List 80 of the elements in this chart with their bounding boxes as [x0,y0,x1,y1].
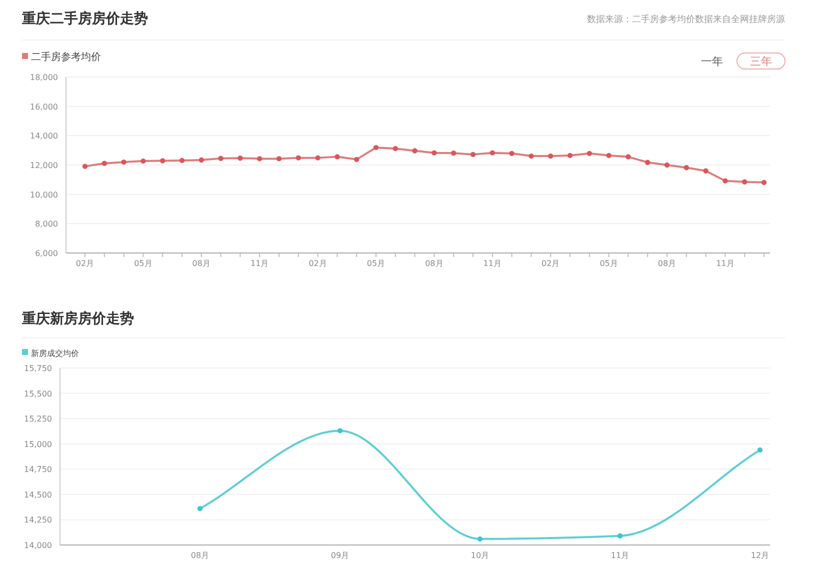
point [548,153,554,159]
point [684,165,689,170]
x-tick-label: 05月 [366,259,386,268]
source-note: 数据来源：二手房参考均价数据来自全网挂牌房源 [587,14,785,25]
point [373,144,379,150]
x-tick-label: 05月 [600,259,618,268]
y-tick-label: 15,250 [24,414,52,424]
point [528,153,534,159]
point [354,156,360,162]
x-tick-label: 02月 [76,259,94,268]
point [664,162,670,168]
y-tick-label: 14,000 [24,541,52,550]
x-tick-label: 11月 [716,259,734,268]
legend-label: 二手房参考均价 [31,51,101,63]
point [160,158,166,164]
legend-label: 新房成交均价 [31,349,79,358]
y-tick-label: 15,500 [24,389,52,398]
y-tick-label: 14,250 [24,516,52,525]
point [722,178,728,184]
x-tick-label: 08月 [192,259,210,268]
point [757,447,763,453]
point [742,179,748,184]
point [412,148,418,154]
y-tick-label: 6,000 [35,249,58,258]
point [617,533,623,538]
x-tick-label: 11月 [250,259,269,268]
y-tick-label: 10,000 [30,190,58,200]
x-tick-label: 12月 [750,551,770,560]
y-tick-label: 14,500 [24,490,52,500]
point [179,158,185,164]
point [257,156,262,162]
y-tick-label: 12,000 [30,161,58,170]
point [121,159,126,165]
x-tick-label: 08月 [425,259,444,268]
x-tick-label: 08月 [190,551,210,560]
x-tick-label: 09月 [330,551,350,560]
point [470,152,476,158]
y-tick-label: 18,000 [30,73,58,82]
x-tick-label: 10月 [470,551,490,560]
point [82,164,88,169]
point [334,154,340,160]
point [606,152,612,158]
point [315,155,320,160]
x-tick-label: 02月 [308,259,327,268]
point [451,150,456,156]
point [276,156,282,162]
chart-title: 重庆新房房价走势 [21,310,134,327]
text: 三年 [750,55,772,68]
x-tick-label: 08月 [658,259,676,268]
y-tick-label: 15,000 [24,440,52,449]
y-tick-label: 16,000 [30,102,58,112]
text: 一年 [701,55,723,68]
point [102,160,107,166]
chart-title: 重庆二手房房价走势 [21,10,148,27]
x-tick-label: 11月 [610,551,630,560]
point [337,428,343,434]
point [761,180,767,186]
point [567,152,573,158]
x-tick-label: 02月 [542,259,560,268]
point [490,150,495,156]
x-tick-label: 11月 [483,259,502,268]
point [509,150,514,156]
point [645,160,650,165]
point [197,506,203,512]
point [296,155,301,160]
y-tick-label: 8,000 [35,220,58,229]
y-tick-label: 15,750 [24,364,52,373]
y-tick-label: 14,000 [30,132,58,141]
point [140,158,146,164]
point [198,157,204,163]
point [432,150,437,156]
y-tick-label: 14,750 [24,465,52,474]
point [392,146,398,152]
point [238,156,243,161]
point [703,168,708,174]
point [477,536,483,542]
point [218,156,224,161]
point [626,154,631,160]
x-tick-label: 05月 [134,259,152,268]
point [586,150,592,156]
